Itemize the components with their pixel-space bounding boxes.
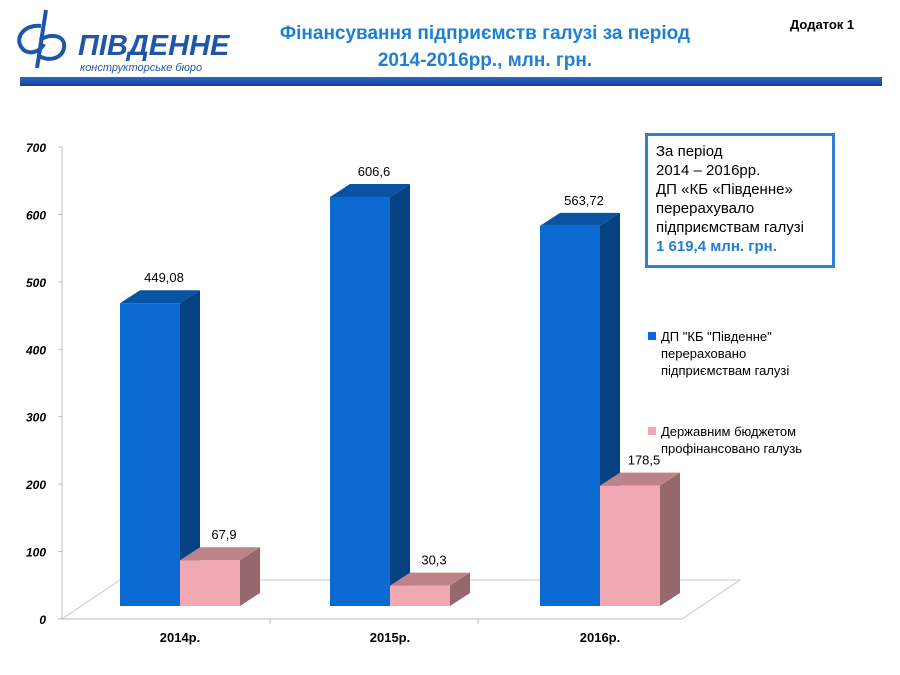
- bar: [120, 303, 180, 606]
- summary-box: За період 2014 – 2016рр. ДП «КБ «Південн…: [645, 133, 835, 268]
- legend-label: Державним бюджетом профінансовано галузь: [661, 424, 803, 456]
- bar: [330, 196, 390, 607]
- appendix-label: Додаток 1: [790, 17, 855, 32]
- x-tick-label: 2014р.: [160, 630, 200, 645]
- data-label: 606,6: [358, 164, 391, 179]
- bar-side: [660, 472, 680, 606]
- title-line-1: Фінансування підприємств галузі за періо…: [279, 23, 691, 44]
- data-label: 178,5: [628, 453, 661, 468]
- legend-swatch-pink: [648, 427, 656, 435]
- bar-side: [240, 547, 260, 606]
- page-title: Фінансування підприємств галузі за періо…: [235, 20, 735, 74]
- y-tick-label: 300: [26, 411, 46, 425]
- header-divider: [20, 77, 882, 86]
- logo-emblem-icon: [17, 9, 67, 69]
- summary-line: ДП «КБ «Південне»: [656, 181, 793, 198]
- legend-item-kb: ДП "КБ "Південне" перераховано підприємс…: [648, 328, 888, 379]
- y-tick-label: 200: [25, 478, 46, 492]
- bar-top: [180, 547, 260, 561]
- company-logo: ПІВДЕННЕ конструкторське бюро: [10, 6, 229, 74]
- bar: [540, 225, 600, 606]
- y-tick-label: 600: [26, 208, 46, 222]
- bar: [600, 485, 660, 606]
- bar-top: [120, 290, 200, 304]
- y-tick-label: 100: [26, 546, 46, 560]
- legend-item-budget: Державним бюджетом профінансовано галузь: [648, 423, 888, 457]
- y-tick-label: 500: [26, 276, 46, 290]
- data-label: 449,08: [144, 270, 184, 285]
- bar-top: [540, 212, 620, 226]
- x-tick-label: 2015р.: [370, 630, 410, 645]
- bar: [180, 560, 240, 606]
- title-line-2: 2014-2016рр., млн. грн.: [377, 50, 593, 71]
- x-tick-label: 2016р.: [580, 630, 620, 645]
- bar-side: [180, 290, 200, 606]
- bar: [390, 585, 450, 606]
- data-label: 67,9: [211, 527, 236, 542]
- y-tick-label: 700: [26, 141, 46, 155]
- summary-line: підприємствам галузі: [656, 219, 804, 236]
- bar-top: [390, 572, 470, 586]
- data-label: 563,72: [564, 193, 604, 208]
- data-label: 30,3: [421, 553, 446, 568]
- y-tick-label: 0: [39, 613, 46, 627]
- chart-legend: ДП "КБ "Південне" перераховано підприємс…: [648, 328, 888, 501]
- y-tick-label: 400: [25, 343, 46, 357]
- summary-line: перерахувало: [656, 200, 755, 217]
- summary-total: 1 619,4 млн. грн.: [656, 238, 777, 255]
- legend-label: ДП "КБ "Південне" перераховано підприємс…: [661, 329, 790, 378]
- legend-swatch-blue: [648, 332, 656, 340]
- summary-line: За період: [656, 143, 723, 160]
- logo-name: ПІВДЕННЕ: [78, 30, 230, 62]
- bar-side: [390, 183, 410, 607]
- bar-top: [600, 472, 680, 486]
- logo-subtitle: конструкторське бюро: [80, 62, 203, 74]
- bar-top: [330, 183, 410, 197]
- summary-line: 2014 – 2016рр.: [656, 162, 761, 179]
- bar-side: [450, 572, 470, 606]
